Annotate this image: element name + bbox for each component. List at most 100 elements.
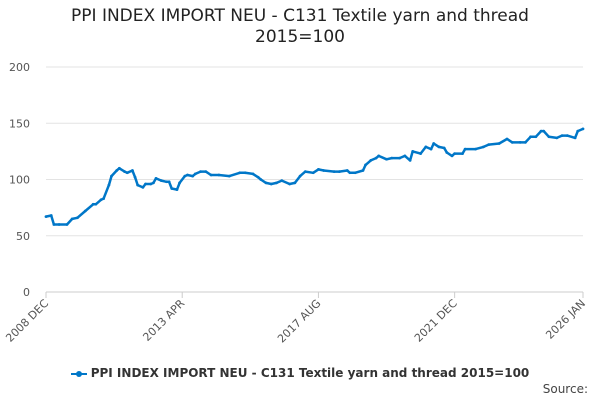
data-point bbox=[199, 170, 202, 174]
data-point bbox=[83, 209, 87, 213]
data-point bbox=[322, 169, 326, 172]
y-tick-label: 0 bbox=[23, 286, 30, 299]
y-tick-label: 100 bbox=[9, 174, 30, 187]
data-point bbox=[154, 176, 158, 180]
data-point bbox=[303, 170, 307, 174]
data-point bbox=[275, 181, 278, 185]
data-point bbox=[432, 142, 436, 145]
data-point bbox=[505, 137, 509, 141]
data-point bbox=[191, 174, 195, 178]
data-point bbox=[353, 171, 357, 175]
data-point bbox=[99, 198, 103, 202]
data-point bbox=[204, 170, 208, 174]
data-point bbox=[107, 183, 111, 187]
y-tick-label: 50 bbox=[16, 230, 30, 243]
data-point bbox=[442, 146, 446, 150]
data-point bbox=[186, 173, 189, 177]
data-point bbox=[144, 182, 147, 186]
data-point bbox=[217, 173, 221, 177]
data-point bbox=[178, 181, 181, 185]
data-point bbox=[510, 140, 514, 144]
data-point bbox=[49, 214, 53, 217]
series-line bbox=[45, 127, 584, 226]
data-point bbox=[269, 182, 273, 186]
data-point bbox=[125, 171, 129, 175]
y-tick-label: 200 bbox=[9, 61, 30, 74]
data-point bbox=[183, 174, 187, 178]
data-point bbox=[369, 158, 373, 162]
chart-title-line-1: PPI INDEX IMPORT NEU - C131 Textile yarn… bbox=[71, 6, 529, 26]
data-point bbox=[94, 202, 98, 206]
data-point bbox=[437, 145, 441, 149]
data-point bbox=[403, 154, 407, 158]
data-point bbox=[159, 179, 163, 183]
data-point bbox=[65, 223, 69, 226]
data-point bbox=[133, 175, 137, 179]
data-point bbox=[193, 172, 197, 176]
data-point bbox=[110, 174, 113, 178]
data-point bbox=[165, 180, 168, 184]
legend[interactable]: PPI INDEX IMPORT NEU - C131 Textile yarn… bbox=[0, 366, 600, 380]
data-point bbox=[361, 169, 365, 172]
data-point bbox=[576, 129, 580, 133]
data-point bbox=[518, 140, 522, 144]
data-point bbox=[581, 127, 585, 131]
data-point bbox=[91, 202, 95, 206]
data-point bbox=[136, 183, 140, 187]
chart-title: PPI INDEX IMPORT NEU - C131 Textile yarn… bbox=[0, 6, 600, 48]
data-point bbox=[408, 158, 412, 162]
data-point bbox=[398, 156, 402, 160]
data-point bbox=[44, 215, 48, 219]
data-point bbox=[311, 171, 315, 175]
data-point bbox=[170, 187, 174, 190]
data-point bbox=[463, 147, 467, 151]
data-point bbox=[259, 178, 263, 181]
data-point bbox=[445, 151, 449, 154]
x-tick-label: 2008 DEC bbox=[3, 297, 51, 345]
data-point bbox=[102, 197, 106, 201]
data-point bbox=[487, 143, 491, 147]
data-point bbox=[123, 170, 126, 174]
legend-line-marker-icon bbox=[70, 370, 87, 377]
data-point bbox=[264, 181, 268, 185]
data-point bbox=[251, 172, 255, 176]
data-point bbox=[482, 145, 485, 149]
data-point bbox=[453, 152, 457, 156]
data-point bbox=[256, 175, 260, 179]
data-point bbox=[573, 136, 577, 140]
data-point bbox=[565, 134, 569, 138]
chart-title-line-2: 2015=100 bbox=[255, 27, 345, 47]
data-point bbox=[115, 169, 119, 172]
data-point bbox=[149, 182, 153, 186]
data-point bbox=[385, 157, 388, 161]
data-point bbox=[364, 163, 367, 167]
data-point bbox=[542, 129, 546, 133]
data-point bbox=[474, 147, 477, 151]
data-point bbox=[131, 169, 134, 172]
data-point bbox=[560, 134, 564, 138]
data-point bbox=[298, 174, 302, 178]
data-point bbox=[280, 179, 284, 183]
data-point bbox=[348, 171, 352, 175]
data-point bbox=[523, 140, 527, 144]
x-tick-label: 2013 APR bbox=[140, 297, 187, 344]
data-point bbox=[167, 180, 171, 184]
data-point bbox=[497, 142, 501, 145]
data-point bbox=[529, 135, 533, 139]
data-point bbox=[345, 169, 349, 172]
data-point bbox=[534, 135, 538, 139]
data-point bbox=[419, 152, 422, 156]
data-point bbox=[52, 223, 56, 226]
data-point bbox=[141, 185, 145, 189]
data-point bbox=[424, 145, 428, 149]
x-tick-label: 2021 DEC bbox=[412, 297, 460, 345]
data-point bbox=[288, 182, 292, 186]
data-point bbox=[555, 136, 559, 140]
data-point bbox=[175, 188, 179, 192]
legend-label: PPI INDEX IMPORT NEU - C131 Textile yarn… bbox=[90, 366, 530, 380]
data-point bbox=[57, 223, 61, 226]
data-point bbox=[411, 149, 415, 153]
data-point bbox=[209, 173, 213, 177]
data-point bbox=[238, 171, 242, 175]
